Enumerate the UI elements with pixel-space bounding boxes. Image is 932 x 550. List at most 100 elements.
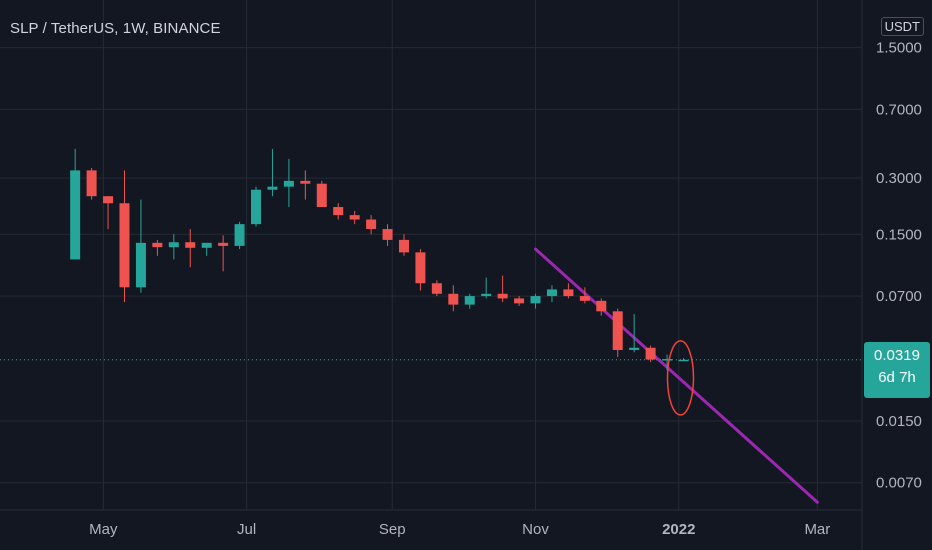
candle-body [596, 300, 607, 312]
candle-down [382, 224, 393, 246]
bar-countdown: 6d 7h [878, 369, 916, 386]
last-price-value: 0.0319 [874, 347, 920, 364]
candle-body [678, 359, 689, 362]
candle-down [119, 170, 130, 303]
candle-down [152, 239, 163, 256]
last-price-tag: 0.0319 6d 7h [864, 342, 930, 398]
candle-body [218, 242, 229, 246]
candle-up [662, 354, 673, 371]
candle-body [497, 293, 508, 299]
candle-down [497, 275, 508, 303]
chart-title: SLP / TetherUS, 1W, BINANCE [10, 20, 221, 37]
x-tick-label: Sep [379, 521, 406, 538]
highlight-ellipse [666, 340, 695, 416]
candle-body [283, 180, 294, 187]
y-tick-label: 0.0150 [876, 413, 922, 430]
grid-lines [0, 0, 863, 550]
candle-body [251, 189, 262, 225]
candle-body [234, 224, 245, 246]
candle-body [119, 203, 130, 288]
candle-up [546, 285, 557, 303]
candle-body [464, 296, 475, 305]
candle-body [185, 242, 196, 248]
candle-up [234, 221, 245, 250]
candle-up [283, 158, 294, 208]
candle-up [464, 293, 475, 309]
candle-up [267, 148, 278, 197]
candle-up [70, 148, 81, 260]
candle-up [168, 234, 179, 260]
candle-down [645, 345, 656, 363]
candle-body [612, 311, 623, 350]
candle-body [366, 219, 377, 230]
candle-up [481, 277, 492, 299]
candle-up [201, 242, 212, 256]
y-tick-label: 0.0700 [876, 288, 922, 305]
y-tick-label: 0.1500 [876, 226, 922, 243]
overlay-layer [0, 340, 862, 416]
candle-down [563, 283, 574, 299]
y-tick-label: 0.0070 [876, 475, 922, 492]
candle-down [300, 170, 311, 200]
candle-body [546, 289, 557, 297]
candle-body [300, 180, 311, 184]
x-tick-label: Mar [804, 521, 830, 538]
candle-body [333, 207, 344, 216]
trendline [534, 247, 819, 504]
y-tick-label: 1.5000 [876, 40, 922, 57]
candle-body [70, 170, 81, 260]
candle-down [366, 215, 377, 235]
candle-down [448, 285, 459, 312]
candle-down [514, 296, 525, 306]
candle-down [218, 235, 229, 272]
candle-up [530, 293, 541, 309]
candle-up [678, 358, 689, 362]
candle-body [481, 293, 492, 297]
candle-body [168, 242, 179, 248]
candle-body [86, 170, 97, 197]
candle-down [185, 229, 196, 268]
y-axis[interactable]: 3.00001.50000.70000.30000.15000.07000.01… [876, 0, 922, 492]
candle-down [415, 249, 426, 291]
x-tick-label: Jul [237, 521, 256, 538]
candle-down [579, 287, 590, 304]
x-tick-label: 2022 [662, 521, 695, 538]
candle-body [662, 359, 673, 361]
x-tick-label: Nov [522, 521, 549, 538]
candle-down [612, 308, 623, 358]
candle-up [629, 314, 640, 353]
candle-down [316, 180, 327, 208]
candle-body [398, 239, 409, 253]
candle-body [431, 283, 442, 294]
candle-down [398, 234, 409, 256]
candle-down [86, 167, 97, 200]
y-tick-label: 0.3000 [876, 170, 922, 187]
candle-down [103, 196, 114, 230]
candle-body [514, 298, 525, 304]
candle-down [333, 203, 344, 220]
x-axis[interactable]: May Jul Sep Nov 2022 Mar [89, 521, 830, 538]
candle-body [267, 186, 278, 190]
candle-body [201, 242, 212, 248]
y-tick-label: 0.7000 [876, 101, 922, 118]
candle-up [251, 186, 262, 227]
x-tick-label: May [89, 521, 118, 538]
candle-body [135, 242, 146, 288]
candle-body [448, 293, 459, 305]
candle-down [596, 298, 607, 316]
candle-down [349, 210, 360, 225]
candle-body [629, 347, 640, 350]
candle-body [316, 183, 327, 208]
candle-body [579, 296, 590, 301]
currency-unit-badge[interactable]: USDT [880, 17, 924, 36]
candle-body [152, 242, 163, 248]
candle-body [349, 215, 360, 220]
candle-body [103, 196, 114, 204]
candle-body [645, 347, 656, 360]
candles [70, 148, 689, 371]
candle-up [135, 199, 146, 293]
candle-body [530, 296, 541, 304]
candle-body [415, 252, 426, 284]
candle-body [382, 229, 393, 240]
